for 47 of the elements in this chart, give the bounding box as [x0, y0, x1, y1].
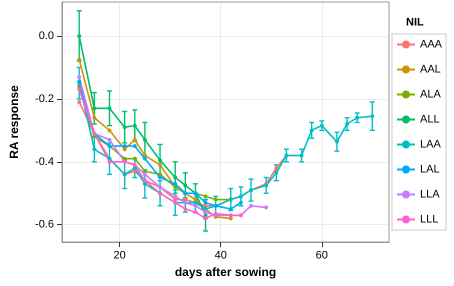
point — [108, 106, 112, 110]
point — [77, 34, 82, 38]
y-tick-label: -0.4 — [35, 156, 54, 168]
x-axis-title: days after sowing — [174, 265, 276, 279]
point — [264, 205, 268, 210]
point — [132, 144, 137, 148]
point — [173, 182, 178, 186]
point — [142, 172, 147, 176]
point — [132, 124, 137, 128]
legend-label: ALL — [420, 114, 440, 126]
point — [320, 124, 324, 128]
y-axis-title: RA response — [7, 84, 21, 159]
point — [183, 183, 188, 188]
legend-label: LLL — [420, 214, 438, 226]
legend-label: AAL — [420, 64, 441, 76]
x-tick-label: 40 — [214, 250, 227, 262]
point — [108, 128, 112, 132]
y-tick-label: -0.2 — [35, 92, 54, 105]
point — [355, 116, 360, 120]
legend-label: LLA — [420, 188, 440, 200]
point — [345, 122, 350, 126]
x-tick-label: 20 — [113, 250, 126, 262]
point — [334, 140, 339, 144]
point — [92, 147, 96, 152]
legend-title: NIL — [406, 16, 424, 28]
point — [92, 106, 96, 110]
point — [310, 128, 314, 132]
point — [370, 114, 374, 118]
legend-label: ALA — [420, 88, 442, 100]
point — [158, 158, 162, 162]
point — [204, 210, 208, 214]
legend-label: AAA — [420, 38, 443, 50]
y-tick-label: -0.6 — [35, 218, 54, 231]
point — [92, 116, 96, 120]
point — [158, 162, 162, 167]
x-tick-label: 60 — [316, 250, 328, 262]
point — [274, 170, 278, 175]
y-tick-label: 0.0 — [38, 30, 54, 42]
point — [108, 160, 112, 164]
legend-label: LAA — [420, 138, 442, 150]
point — [173, 176, 178, 180]
point — [77, 87, 82, 92]
point — [142, 138, 147, 142]
point — [249, 204, 254, 208]
point — [77, 74, 82, 79]
legend-label: LAL — [420, 164, 440, 176]
point — [122, 125, 127, 130]
